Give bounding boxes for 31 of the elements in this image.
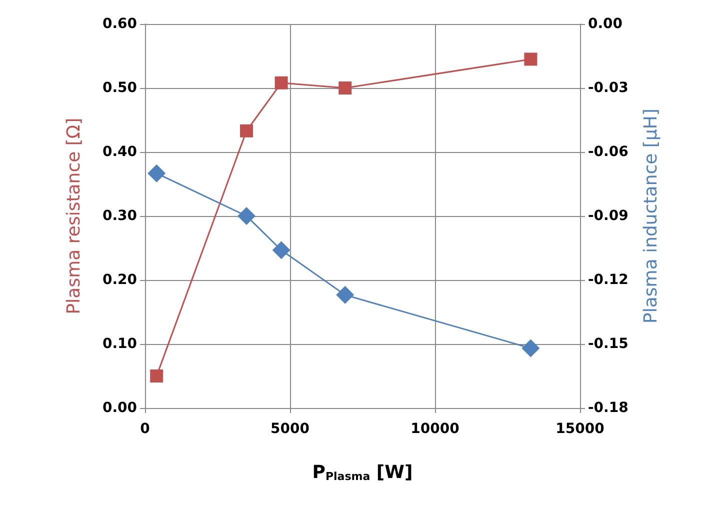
y2-axis-title: Plasma inductance [µH] [640, 108, 662, 324]
x-axis-title: PPlasma [W] [312, 462, 413, 483]
x-tick-label: 5000 [270, 421, 310, 437]
y-tick-label: 0.60 [102, 16, 138, 32]
point [274, 76, 288, 90]
x-tick-label: 15000 [556, 421, 605, 437]
y2-tick-label: -0.03 [588, 80, 628, 96]
y-tick-label: 0.10 [102, 336, 138, 352]
y-tick-label: 0.00 [102, 400, 138, 416]
y-tick-label: 0.50 [102, 80, 138, 96]
y-tick-label: 0.40 [102, 144, 138, 160]
point [338, 82, 352, 94]
point [238, 207, 256, 225]
y-tick-label: 0.20 [102, 272, 138, 288]
y2-tick-label: -0.12 [588, 272, 628, 288]
point [336, 286, 354, 304]
point [150, 370, 164, 382]
y2-tick-label: -0.15 [588, 336, 628, 352]
x-tick-label: 10000 [410, 421, 460, 437]
y2-tick-label: -0.06 [588, 144, 628, 160]
point [524, 52, 538, 66]
point [240, 124, 253, 138]
y-tick-label: 0.30 [102, 208, 138, 224]
point [272, 241, 290, 260]
y2-tick-label: -0.09 [588, 208, 628, 224]
y2-tick-label: -0.18 [588, 400, 628, 416]
y-axis-title: Plasma resistance [Ω] [64, 118, 84, 314]
point [522, 339, 540, 358]
x-tick-label: 0 [140, 421, 150, 437]
y2-tick-label: 0.00 [588, 16, 623, 32]
point [148, 164, 166, 182]
